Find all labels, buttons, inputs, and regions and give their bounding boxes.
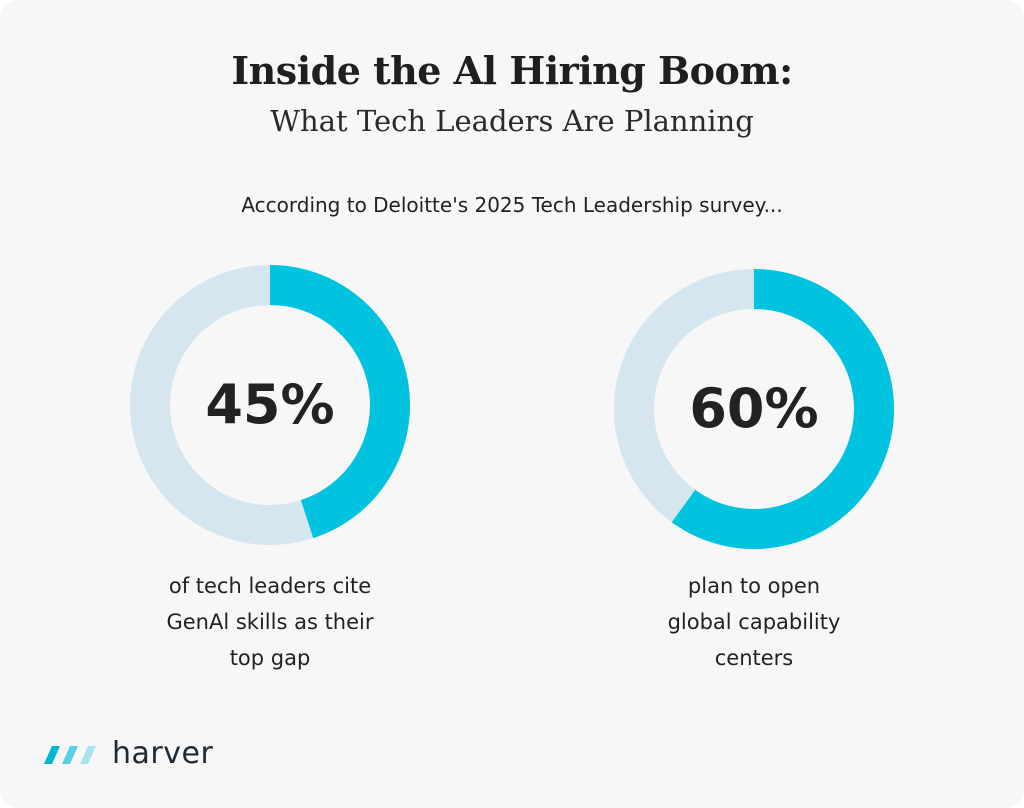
page-subtitle: What Tech Leaders Are Planning (270, 104, 754, 138)
donut-value-arc-1 (269, 265, 410, 539)
donut-chart-1-svg (130, 265, 410, 545)
donut-value-label-1: 45% (205, 373, 335, 436)
donut-chart-2: 60% (609, 264, 899, 554)
caption-line: of tech leaders cite (168, 574, 372, 598)
donut-value-label-2: 60% (689, 377, 819, 440)
donut-value-arc-2 (671, 269, 894, 549)
caption-line: plan to open (687, 574, 821, 598)
harver-logo: harver (42, 733, 213, 773)
caption-line: GenAl skills as their (166, 610, 374, 634)
caption-line: centers (714, 646, 794, 670)
donut-chart-1: 45% (125, 260, 415, 550)
donut-caption-2: plan to open global capability centers (604, 568, 904, 676)
source-note: According to Deloitte's 2025 Tech Leader… (241, 193, 783, 217)
page-title: Inside the Al Hiring Boom: (231, 48, 793, 93)
harver-stripes-logo-icon (44, 746, 96, 764)
donut-chart-2-svg (614, 269, 894, 549)
caption-line: global capability (667, 610, 841, 634)
logo-wordmark: harver (112, 735, 214, 771)
donut-caption-1: of tech leaders cite GenAl skills as the… (120, 568, 420, 676)
caption-line: top gap (229, 646, 311, 670)
